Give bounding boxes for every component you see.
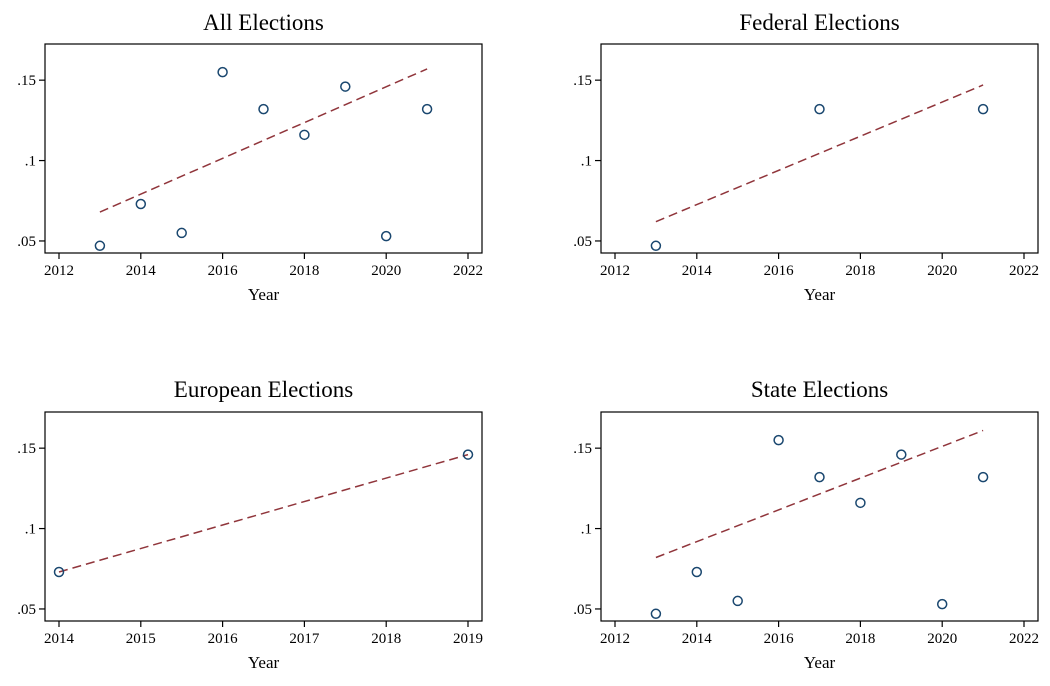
- data-point: [53, 566, 65, 578]
- data-point: [691, 566, 703, 578]
- x-tick-label: 2022: [1009, 263, 1039, 279]
- y-tick-label: .05: [573, 234, 592, 250]
- x-tick-label: 2020: [927, 631, 957, 647]
- plot-frame: [44, 43, 483, 254]
- x-tick-label: 2018: [845, 631, 875, 647]
- chart-panel: European Elections .05 .1 .15 2014 2015 2016 20…: [17, 377, 483, 672]
- x-tick-label: 2022: [1009, 631, 1039, 647]
- y-tick-label: .1: [25, 154, 36, 170]
- chart-title: Federal Elections: [739, 10, 899, 35]
- data-point: [258, 103, 269, 115]
- y-tick-label: .05: [573, 602, 592, 618]
- data-point: [732, 595, 743, 607]
- x-tick-label: 2016: [764, 263, 795, 279]
- data-point: [94, 240, 106, 252]
- x-tick-label: 2020: [927, 263, 957, 279]
- x-tick-label: 2016: [208, 263, 239, 279]
- y-tick-label: .05: [17, 602, 36, 618]
- data-point: [814, 471, 825, 483]
- data-point: [814, 103, 825, 115]
- chart-title: European Elections: [174, 377, 354, 402]
- x-tick-label: 2020: [371, 263, 401, 279]
- chart-panel: State Elections .05 .1 .15 2012 2014 2016 2018 2…: [573, 377, 1039, 672]
- data-point: [217, 66, 228, 78]
- x-tick-label: 2022: [453, 263, 483, 279]
- y-tick-label: .1: [581, 522, 592, 538]
- data-point: [421, 103, 433, 115]
- data-point: [380, 230, 392, 242]
- y-tick-label: .1: [581, 154, 592, 170]
- plot-frame: [600, 43, 1039, 254]
- data-point: [135, 198, 147, 210]
- data-point: [650, 240, 662, 252]
- x-tick-label: 2016: [764, 631, 795, 647]
- data-point: [340, 81, 351, 92]
- x-tick-label: 2015: [126, 631, 156, 647]
- y-tick-label: .15: [17, 441, 36, 457]
- x-tick-label: 2014: [126, 263, 157, 279]
- chart-panel: All Elections .05 .1 .15 2012 2014 2016 2018 202…: [17, 10, 483, 304]
- fit-line: [99, 68, 428, 213]
- x-tick-label: 2012: [600, 631, 630, 647]
- data-point: [896, 449, 907, 460]
- x-axis-label: Year: [248, 285, 280, 304]
- y-tick-label: .05: [17, 234, 36, 250]
- plot-frame: [44, 411, 483, 622]
- x-tick-label: 2018: [845, 263, 875, 279]
- x-tick-label: 2016: [208, 631, 239, 647]
- data-point: [176, 227, 187, 239]
- chart-title: State Elections: [751, 377, 888, 402]
- fit-line: [655, 429, 984, 559]
- x-tick-label: 2017: [289, 631, 320, 647]
- y-tick-label: .15: [17, 73, 36, 89]
- data-point: [977, 471, 989, 483]
- x-tick-label: 2018: [289, 263, 319, 279]
- y-tick-label: .15: [573, 73, 592, 89]
- y-tick-label: .15: [573, 441, 592, 457]
- data-point: [977, 103, 989, 115]
- data-point: [299, 129, 310, 141]
- x-tick-label: 2014: [682, 263, 713, 279]
- data-point: [773, 434, 784, 446]
- x-tick-label: 2014: [44, 631, 75, 647]
- x-axis-label: Year: [248, 653, 280, 672]
- data-point: [936, 598, 948, 610]
- fit-line: [58, 453, 469, 573]
- data-point: [855, 497, 866, 509]
- x-tick-label: 2014: [682, 631, 713, 647]
- x-tick-label: 2018: [371, 631, 401, 647]
- x-tick-label: 2012: [600, 263, 630, 279]
- x-axis-label: Year: [804, 285, 836, 304]
- fit-line: [655, 84, 984, 223]
- chart-title: All Elections: [203, 10, 324, 35]
- chart-panel: Federal Elections .05 .1 .15 2012 2014 2016 201…: [573, 10, 1039, 304]
- data-point: [650, 608, 662, 620]
- y-tick-label: .1: [25, 522, 36, 538]
- x-tick-label: 2012: [44, 263, 74, 279]
- x-tick-label: 2019: [453, 631, 483, 647]
- x-axis-label: Year: [804, 653, 836, 672]
- plot-frame: [600, 411, 1039, 622]
- data-point: [462, 449, 474, 460]
